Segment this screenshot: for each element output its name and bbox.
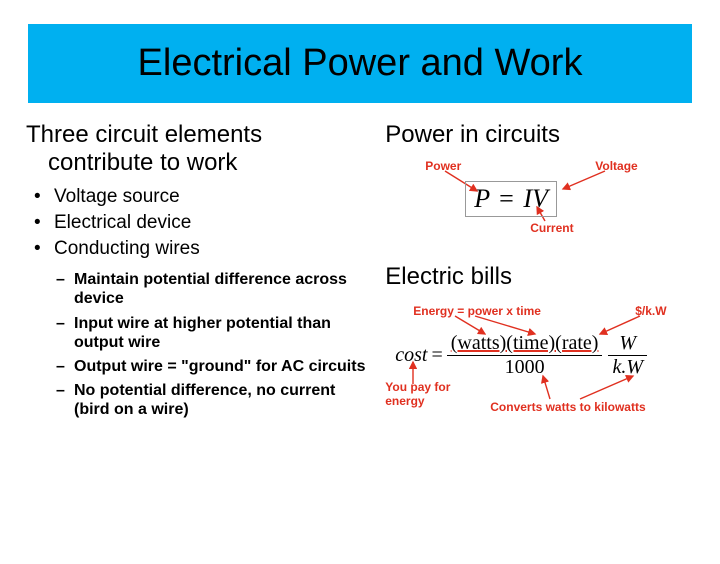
fraction-words: (watts)(time)(rate) 1000: [447, 332, 603, 379]
right-heading-2: Electric bills: [385, 263, 694, 291]
equals-sign: =: [427, 344, 446, 367]
equals-sign: =: [496, 184, 517, 213]
subbullet-item: No potential difference, no current (bir…: [56, 381, 367, 419]
cost-formula: cost = (watts)(time)(rate) 1000 W k.W: [395, 332, 647, 379]
bullet-list-level2: Maintain potential difference across dev…: [26, 270, 367, 419]
left-heading-line1: Three circuit elements: [26, 121, 262, 148]
fraction-den: 1000: [447, 355, 603, 379]
left-column: Three circuit elements contribute to wor…: [26, 121, 367, 425]
cost-formula-diagram: Energy = power x time $/k.W You pay for …: [385, 304, 694, 424]
title-bar: Electrical Power and Work: [28, 24, 692, 103]
bullet-item: Electrical device: [34, 212, 367, 234]
content-columns: Three circuit elements contribute to wor…: [26, 121, 694, 425]
subbullet-item: Output wire = "ground" for AC circuits: [56, 357, 367, 376]
unit-top: W: [608, 332, 647, 355]
slide-title: Electrical Power and Work: [40, 42, 680, 85]
subbullet-item: Maintain potential difference across dev…: [56, 270, 367, 308]
subbullet-item: Input wire at higher potential than outp…: [56, 314, 367, 352]
P-symbol: P: [474, 184, 489, 213]
bullet-item: Conducting wires: [34, 238, 367, 260]
piv-formula: P = IV: [465, 181, 557, 217]
power-formula-diagram: Power Voltage Current P = IV: [385, 159, 694, 239]
fraction-num: (watts)(time)(rate): [447, 332, 603, 355]
V-symbol: V: [532, 184, 548, 213]
left-heading: Three circuit elements contribute to wor…: [26, 121, 367, 176]
fraction-units: W k.W: [608, 332, 647, 379]
left-heading-line2: contribute to work: [48, 149, 237, 176]
bullet-list-level1: Voltage source Electrical device Conduct…: [26, 186, 367, 260]
I-symbol: I: [523, 184, 532, 213]
right-heading-1: Power in circuits: [385, 121, 694, 149]
right-column: Power in circuits Power Voltage Current …: [385, 121, 694, 425]
bullet-item: Voltage source: [34, 186, 367, 208]
unit-bot: k.W: [608, 355, 647, 379]
cost-lhs: cost: [395, 344, 427, 367]
